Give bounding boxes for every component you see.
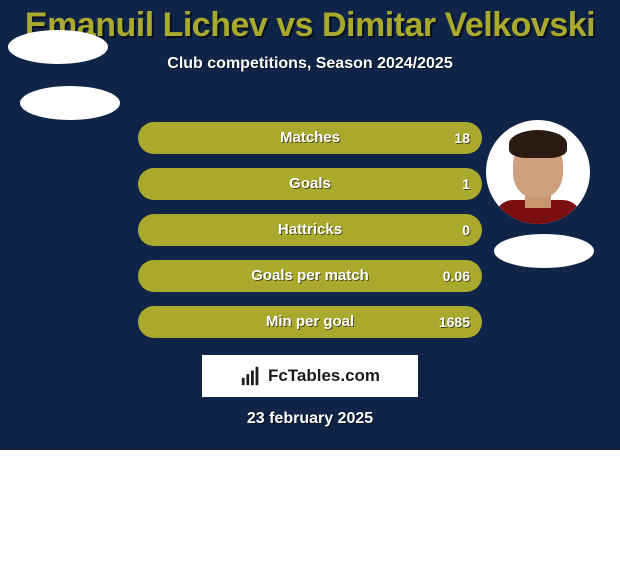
stat-label: Min per goal	[138, 306, 482, 338]
date-label: 23 february 2025	[0, 410, 620, 428]
stat-label: Goals	[138, 168, 482, 200]
club-badge-left-1	[8, 30, 108, 64]
stat-value-right: 18	[454, 122, 470, 154]
avatar	[486, 120, 590, 224]
source-logo-text: FcTables.com	[268, 366, 380, 386]
avatar-face-icon	[495, 130, 581, 224]
stat-label: Matches	[138, 122, 482, 154]
stat-label: Goals per match	[138, 260, 482, 292]
stat-value-right: 1	[462, 168, 470, 200]
stat-value-right: 1685	[439, 306, 470, 338]
stat-row-matches: Matches 18	[138, 122, 482, 154]
stat-row-goals-per-match: Goals per match 0.06	[138, 260, 482, 292]
player-right	[486, 120, 594, 268]
stat-label: Hattricks	[138, 214, 482, 246]
bar-chart-icon	[240, 365, 262, 387]
club-badge-right	[494, 234, 594, 268]
stat-rows: Matches 18 Goals 1 Hattricks 0 Goals per…	[138, 122, 482, 352]
stat-value-right: 0.06	[443, 260, 470, 292]
source-logo[interactable]: FcTables.com	[202, 355, 418, 397]
stat-row-min-per-goal: Min per goal 1685	[138, 306, 482, 338]
stat-row-hattricks: Hattricks 0	[138, 214, 482, 246]
club-badge-left-2	[20, 86, 120, 120]
stat-row-goals: Goals 1	[138, 168, 482, 200]
comparison-card: Emanuil Lichev vs Dimitar Velkovski Club…	[0, 0, 620, 450]
stat-value-right: 0	[462, 214, 470, 246]
